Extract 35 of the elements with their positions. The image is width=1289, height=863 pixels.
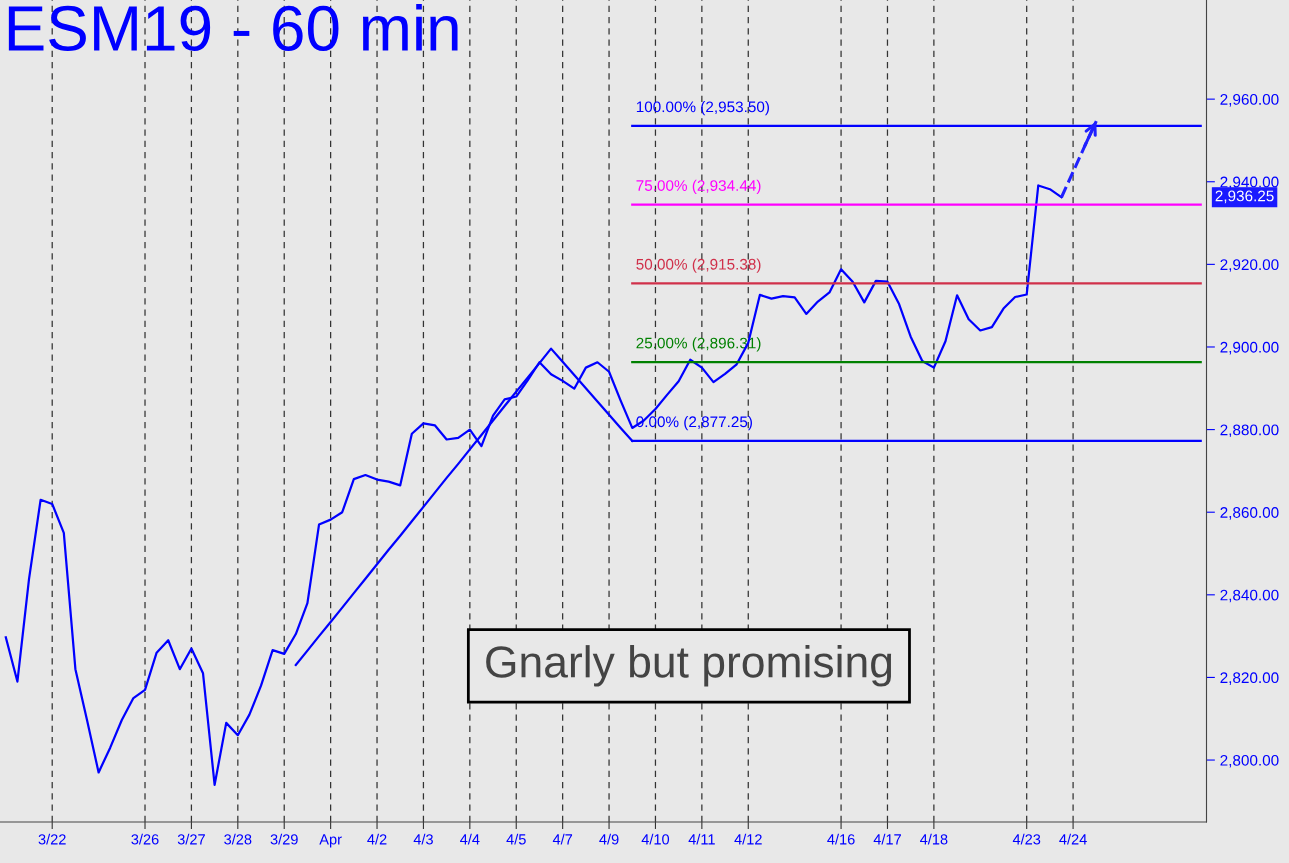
- x-tick-label: 4/4: [460, 833, 480, 845]
- x-tick-label: 4/17: [873, 833, 901, 845]
- x-tick-label: 3/29: [270, 833, 298, 845]
- series-label: 50.00% (2,915.38): [636, 258, 761, 273]
- x-tick-label: 3/27: [177, 833, 205, 845]
- series-label: 75.00% (2,934.44): [636, 179, 761, 194]
- x-tick-label: 4/11: [688, 833, 715, 845]
- y-tick-label: 2,800.00: [1220, 754, 1279, 768]
- annotation: Gnarly but promising: [486, 645, 892, 687]
- y-tick-label: 2,840.00: [1220, 589, 1279, 603]
- y-tick-label: 2,960.00: [1220, 94, 1279, 107]
- x-tick-label: 4/18: [920, 833, 948, 845]
- x-tick-label: 4/10: [641, 833, 670, 845]
- x-tick-label: 4/2: [367, 833, 387, 845]
- y-tick-label: 2,900.00: [1220, 341, 1279, 355]
- y-tick-label: 2,920.00: [1220, 259, 1279, 272]
- x-tick-label: 3/22: [38, 833, 66, 845]
- x-tick-label: 4/5: [506, 833, 526, 845]
- x-tick-label: 4/23: [1012, 833, 1041, 845]
- x-tick-label: 3/26: [131, 833, 159, 845]
- x-tick-label: 4/7: [552, 833, 573, 845]
- y-tick-label: 2,860.00: [1220, 507, 1279, 520]
- x-tick-label: Apr: [319, 834, 342, 848]
- x-tick-label: 4/3: [413, 833, 433, 845]
- text: 2,936.25: [1215, 190, 1274, 204]
- x-tick-label: 4/9: [599, 833, 619, 845]
- chart-title: ESM19 - 60 min: [8, 4, 458, 52]
- x-tick-label: 4/24: [1059, 833, 1087, 845]
- x-tick-label: 4/16: [827, 833, 855, 845]
- series-label: 100.00% (2,953.50): [636, 101, 769, 116]
- x-tick-label: 3/28: [224, 833, 252, 845]
- y-tick-label: 2,820.00: [1220, 672, 1279, 685]
- y-tick-label: 2,880.00: [1220, 424, 1279, 438]
- x-tick-label: 4/12: [734, 833, 762, 845]
- y-tick-label: 2,940.00: [1220, 176, 1279, 190]
